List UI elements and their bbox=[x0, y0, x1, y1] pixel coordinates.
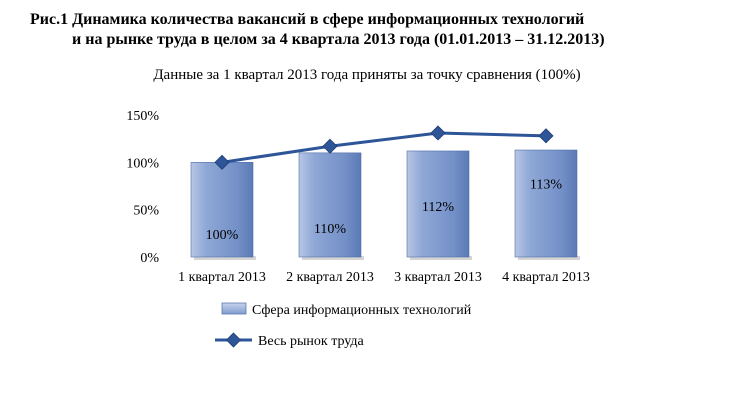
bar-data-label: 110% bbox=[314, 222, 346, 237]
x-tick-label: 4 квартал 2013 bbox=[502, 270, 590, 285]
y-tick-label: 100% bbox=[126, 156, 159, 171]
bar bbox=[406, 150, 470, 258]
bar bbox=[298, 152, 362, 258]
legend-bar-swatch bbox=[221, 302, 247, 315]
figure-title: Рис.1 Динамика количества вакансий в сфе… bbox=[0, 10, 734, 50]
bar-shadow bbox=[410, 256, 472, 260]
figure-title-line-1: Рис.1 Динамика количества вакансий в сфе… bbox=[30, 11, 585, 28]
bar bbox=[514, 149, 578, 258]
figure-title-line-2: и на рынке труда в целом за 4 квартала 2… bbox=[72, 31, 605, 48]
bar-shadow bbox=[302, 256, 364, 260]
bar-shadow bbox=[518, 256, 580, 260]
bar-shadow bbox=[194, 256, 256, 260]
y-tick-label: 150% bbox=[126, 109, 159, 124]
legend-line-marker bbox=[225, 332, 242, 348]
legend-label-it: Сфера информационных технологий bbox=[252, 303, 472, 318]
x-tick-label: 1 квартал 2013 bbox=[178, 270, 266, 285]
y-tick-label: 50% bbox=[133, 204, 159, 219]
bar bbox=[190, 162, 254, 258]
line-point-marker bbox=[322, 138, 338, 154]
line-point-marker bbox=[214, 154, 230, 170]
bar-data-label: 112% bbox=[422, 200, 454, 215]
chart-subtitle: Данные за 1 квартал 2013 года приняты за… bbox=[153, 67, 581, 83]
line-series bbox=[221, 131, 547, 164]
x-tick-label: 2 квартал 2013 bbox=[286, 270, 374, 285]
bar-data-label: 113% bbox=[530, 178, 562, 193]
line-point-marker bbox=[538, 128, 554, 144]
line-point-marker bbox=[430, 125, 446, 141]
y-tick-label: 0% bbox=[140, 251, 159, 266]
legend-label-market: Весь рынок труда bbox=[258, 334, 365, 349]
bar-data-label: 100% bbox=[206, 228, 239, 243]
x-tick-label: 3 квартал 2013 bbox=[394, 270, 482, 285]
